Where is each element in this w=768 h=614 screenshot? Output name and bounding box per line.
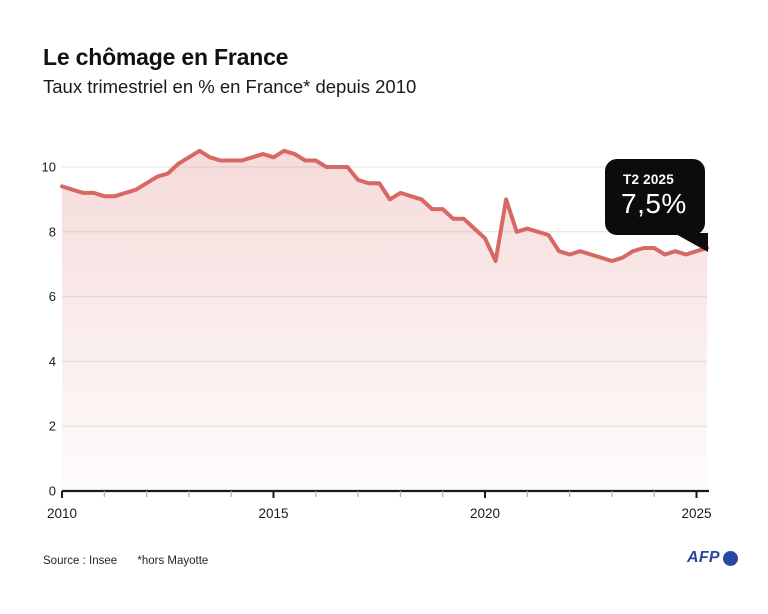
afp-globe-icon — [722, 550, 738, 566]
x-tick-label-2015: 2015 — [258, 506, 288, 521]
y-tick-label-2: 2 — [49, 419, 56, 434]
footer: Source : Insee *hors Mayotte — [43, 555, 208, 567]
x-tick-label-2025: 2025 — [681, 506, 711, 521]
page-subtitle: Taux trimestriel en % en France* depuis … — [43, 76, 417, 97]
footnote-text: *hors Mayotte — [137, 555, 209, 567]
callout-value: 7,5% — [621, 188, 687, 219]
afp-wordmark: AFP — [687, 549, 720, 566]
x-axis-ticks — [61, 491, 698, 498]
x-tick-label-2010: 2010 — [47, 506, 77, 521]
callout-period-label: T2 2025 — [623, 172, 674, 187]
afp-logo: AFP — [687, 549, 738, 567]
y-tick-label-0: 0 — [49, 484, 56, 499]
y-tick-label-8: 8 — [49, 224, 56, 239]
data-callout: T2 2025 7,5% — [605, 159, 708, 252]
x-axis-labels: 2010 2015 2020 2025 — [47, 506, 712, 521]
y-tick-label-6: 6 — [49, 289, 56, 304]
y-axis-labels: 0 2 4 6 8 10 — [42, 160, 56, 499]
unemployment-line — [60, 148, 710, 263]
y-tick-label-4: 4 — [49, 354, 56, 369]
y-tick-label-10: 10 — [42, 160, 56, 175]
x-tick-label-2020: 2020 — [470, 506, 500, 521]
page-title: Le chômage en France — [43, 44, 289, 70]
source-text: Source : Insee — [43, 555, 118, 567]
